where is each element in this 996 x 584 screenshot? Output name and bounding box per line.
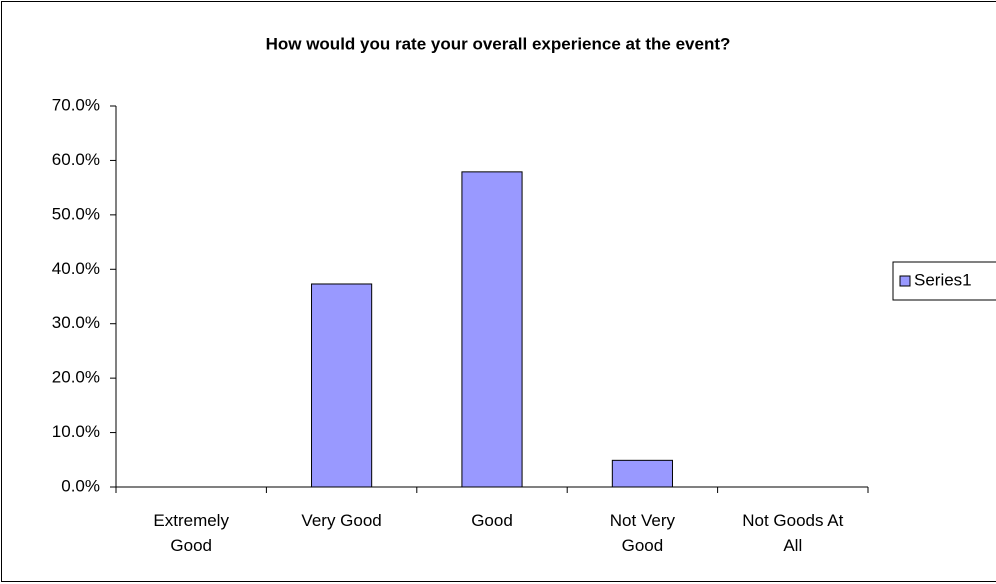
y-tick-label: 40.0% <box>52 259 100 278</box>
x-tick-label: Very Good <box>301 511 382 530</box>
y-tick-label: 50.0% <box>52 204 100 223</box>
y-tick-label: 70.0% <box>52 95 100 114</box>
legend-swatch <box>899 275 911 287</box>
y-tick-label: 60.0% <box>52 150 100 169</box>
x-tick-label: Not Goods At All <box>742 511 844 555</box>
y-tick-label: 30.0% <box>52 313 100 332</box>
y-tick-label: 0.0% <box>61 476 100 495</box>
legend-label: Series1 <box>914 270 972 289</box>
x-tick-label: Extremely Good <box>153 511 229 555</box>
x-tick-label: Not Very Good <box>609 511 675 555</box>
x-tick-label: Good <box>471 511 513 530</box>
y-tick-label: 20.0% <box>52 368 100 387</box>
y-tick-label: 10.0% <box>52 422 100 441</box>
bar <box>611 459 673 488</box>
chart-title: How would you rate your overall experien… <box>266 34 731 53</box>
bar <box>311 283 373 488</box>
bar <box>461 171 523 488</box>
